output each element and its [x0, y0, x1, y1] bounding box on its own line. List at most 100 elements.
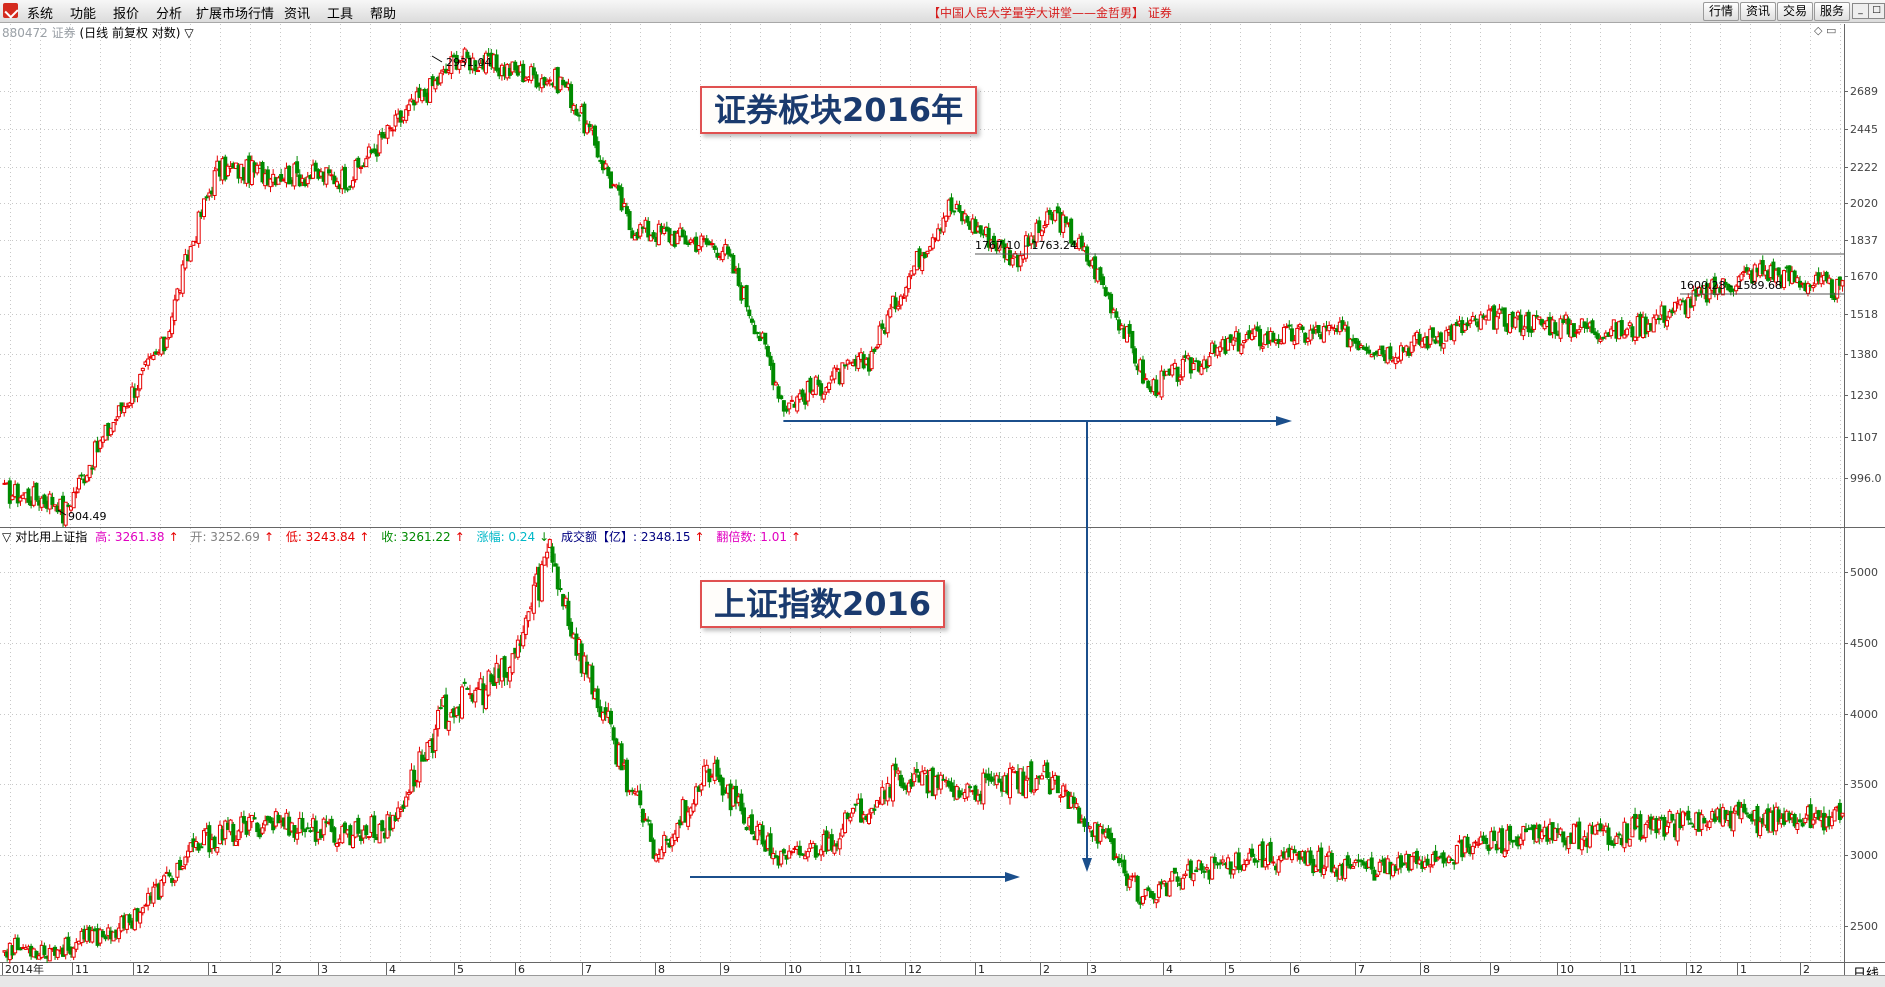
lower-candle: [1143, 888, 1148, 897]
upper-candle: [225, 165, 230, 177]
upper-candle: [1744, 267, 1749, 272]
lower-y-tick-label: 4000: [1850, 708, 1878, 721]
upper-candle: [1175, 366, 1180, 382]
upper-candle: [949, 197, 954, 211]
upper-candle: [587, 123, 592, 128]
lower-candle: [1627, 838, 1632, 847]
lower-candle: [853, 803, 858, 806]
menu-quote[interactable]: 报价: [113, 7, 140, 22]
menu-extended-market[interactable]: 扩展市场行情: [196, 7, 275, 22]
upper-candle: [1255, 326, 1260, 331]
lower-candle: [313, 820, 318, 842]
upper-candle: [888, 308, 893, 318]
lower-candle: [1268, 841, 1273, 862]
service-button[interactable]: 服务: [1814, 2, 1851, 21]
upper-candle: [268, 178, 273, 188]
upper-candle: [175, 288, 180, 301]
upper-candle: [406, 104, 411, 112]
upper-candle: [1574, 331, 1579, 334]
lower-candle: [1260, 841, 1265, 868]
menu-system[interactable]: 系统: [27, 7, 54, 22]
upper-candle: [752, 324, 757, 335]
lower-candle: [1194, 869, 1199, 873]
upper-candle: [893, 297, 898, 310]
lower-candle: [1127, 878, 1132, 888]
upper-candle: [1835, 278, 1840, 299]
lower-candle: [1369, 857, 1374, 870]
x-axis-label: 4: [1166, 963, 1173, 976]
upper-candle: [260, 161, 265, 183]
upper-candle: [1667, 311, 1672, 318]
upper-candle: [1518, 314, 1523, 333]
lower-candle: [1175, 876, 1180, 882]
lower-candle: [1228, 861, 1233, 875]
dropdown-icon[interactable]: ▽: [184, 26, 194, 40]
lower-candle: [1832, 809, 1837, 822]
upper-candle: [146, 358, 151, 366]
app-logo-icon[interactable]: [3, 3, 18, 18]
upper-candle: [827, 382, 832, 391]
lower-candle: [1425, 858, 1430, 866]
lower-candle: [1074, 803, 1079, 808]
upper-candle: [1114, 311, 1119, 318]
upper-candle: [1494, 316, 1499, 330]
upper-candle: [98, 440, 103, 449]
menu-tools[interactable]: 工具: [327, 7, 354, 22]
upper-candle: [1191, 362, 1196, 371]
x-axis-label: 4: [389, 963, 396, 976]
upper-candle: [808, 377, 813, 393]
lower-candle: [898, 774, 903, 787]
open-label: 开: 3252.69: [190, 530, 260, 544]
upper-candle: [1069, 218, 1074, 244]
lower-candle: [1351, 866, 1356, 869]
upper-candle: [87, 464, 92, 479]
upper-candle: [906, 276, 911, 290]
upper-candle: [1577, 329, 1582, 333]
menu-function[interactable]: 功能: [70, 7, 97, 22]
upper-candle: [1037, 220, 1042, 234]
lower-candle: [1183, 873, 1188, 877]
upper-candle: [364, 158, 369, 168]
upper-candle: [1734, 285, 1739, 292]
upper-y-tick-label: 1837: [1850, 234, 1878, 247]
lower-candle: [779, 850, 784, 865]
quote-button[interactable]: 行情: [1703, 2, 1740, 21]
menu-bar: 系统 功能 报价 分析 扩展市场行情 资讯 工具 帮助 【中国人民大学量学大讲堂…: [0, 0, 1885, 23]
upper-candle: [204, 196, 209, 199]
lower-candle: [172, 880, 177, 883]
lower-candle: [1050, 776, 1055, 790]
upper-candle: [1438, 332, 1443, 347]
trade-button[interactable]: 交易: [1777, 2, 1814, 21]
menu-news[interactable]: 资讯: [284, 7, 311, 22]
news-button[interactable]: 资讯: [1740, 2, 1777, 21]
upper-candle: [922, 251, 927, 258]
upper-arrow-head: [1276, 416, 1292, 426]
x-axis-label: 6: [1293, 963, 1300, 976]
menu-analysis[interactable]: 分析: [156, 7, 183, 22]
lower-candle: [702, 765, 707, 787]
lower-candle: [1135, 875, 1140, 902]
upper-candle: [313, 162, 318, 172]
lower-candle: [968, 786, 973, 789]
window-icon[interactable]: ▭: [1825, 24, 1837, 37]
lower-candle: [542, 556, 547, 566]
upper-candle: [1133, 348, 1137, 364]
lower-candle: [1167, 880, 1172, 897]
menu-help[interactable]: 帮助: [370, 7, 397, 22]
upper-candle: [69, 505, 73, 511]
upper-candle: [574, 108, 579, 116]
lower-candle: [797, 845, 802, 856]
upper-candle: [896, 305, 901, 310]
lower-candle: [789, 851, 794, 854]
upper-candle: [1742, 270, 1747, 273]
upper-candle: [1101, 276, 1106, 286]
lower-candle: [241, 816, 246, 823]
diamond-icon[interactable]: ◇: [1814, 24, 1823, 37]
upper-candle: [287, 165, 292, 185]
lower-candle: [380, 820, 385, 832]
lower-dropdown-icon[interactable]: ▽: [2, 530, 12, 544]
upper-candle: [1521, 328, 1526, 337]
upper-candle: [1811, 285, 1816, 289]
upper-candle: [1260, 346, 1265, 349]
